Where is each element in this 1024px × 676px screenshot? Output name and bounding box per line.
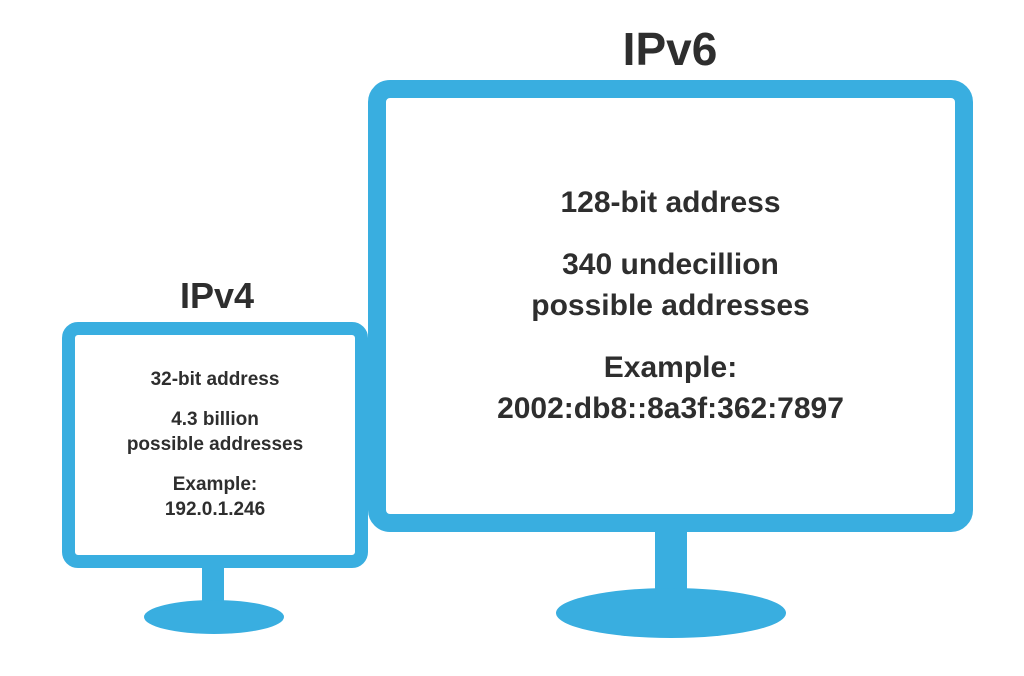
ipv4-monitor-base [144,600,284,634]
ipv6-bits-line: 128-bit address [560,183,780,224]
ipv4-example-value: 192.0.1.246 [165,497,265,523]
ipv6-content: 128-bit address 340 undecillion possible… [386,98,955,514]
ipv4-bits-line: 32-bit address [151,367,280,393]
ipv4-title: IPv4 [162,278,272,314]
ipv6-title: IPv6 [600,26,740,72]
ipv4-count-line2: possible addresses [127,432,303,458]
diagram-canvas: IPv6 128-bit address 340 undecillion pos… [0,0,1024,676]
ipv4-example-label: Example: [173,472,257,498]
ipv4-content: 32-bit address 4.3 billion possible addr… [75,335,355,555]
ipv4-count-line1: 4.3 billion [171,407,259,433]
ipv6-example-label: Example: [604,348,737,389]
ipv6-count-line1: 340 undecillion [562,245,779,286]
ipv6-count-line2: possible addresses [531,286,809,327]
ipv6-monitor-base [556,588,786,638]
ipv6-example-value: 2002:db8::8a3f:362:7897 [497,389,844,430]
